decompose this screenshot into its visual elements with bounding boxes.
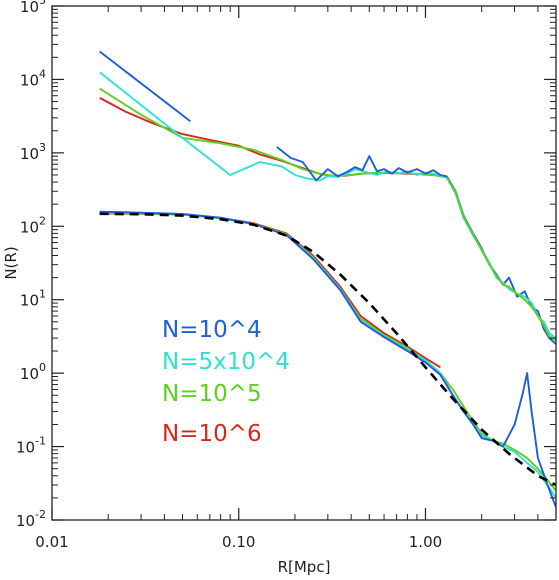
legend-entry: N=10^6 (162, 421, 262, 447)
x-axis-title: R[Mpc] (278, 558, 331, 576)
model-dashed-line (99, 212, 556, 487)
y-tick-label: 105 (20, 0, 46, 16)
y-tick-label: 100 (20, 361, 46, 383)
legend-entry: N=5x10^4 (162, 349, 290, 375)
y-tick-label: 104 (20, 67, 46, 89)
labels-layer: 0.01 0.10 1.00 10-2 10-1 100 101 102 103 104 105 (16, 0, 442, 551)
legend-entry: N=10^5 (162, 381, 262, 407)
series-line-1 (99, 87, 447, 179)
y-tick-label: 10-2 (16, 508, 46, 530)
y-tick-label: 10-1 (16, 435, 46, 457)
plot-frame (51, 5, 557, 521)
series-line-4 (276, 146, 447, 182)
series-line-2 (99, 71, 448, 182)
x-tick-label: 0.01 (35, 533, 68, 551)
series-layer (99, 50, 556, 508)
legend-entry: N=10^4 (162, 317, 262, 343)
ticks-layer (51, 5, 557, 521)
series-line-11 (99, 210, 556, 508)
y-tick-label: 101 (20, 288, 46, 310)
y-axis-title: N(R) (2, 246, 20, 279)
series-line-8 (99, 212, 441, 369)
series-line-3 (99, 50, 191, 122)
x-tick-label: 1.00 (409, 533, 442, 551)
series-line-7 (445, 177, 556, 342)
y-tick-label: 103 (20, 141, 46, 163)
x-tick-label: 0.10 (222, 533, 255, 551)
y-tick-label: 102 (20, 214, 46, 236)
legend: N=10^4 N=5x10^4 N=10^5 N=10^6 (162, 317, 290, 447)
